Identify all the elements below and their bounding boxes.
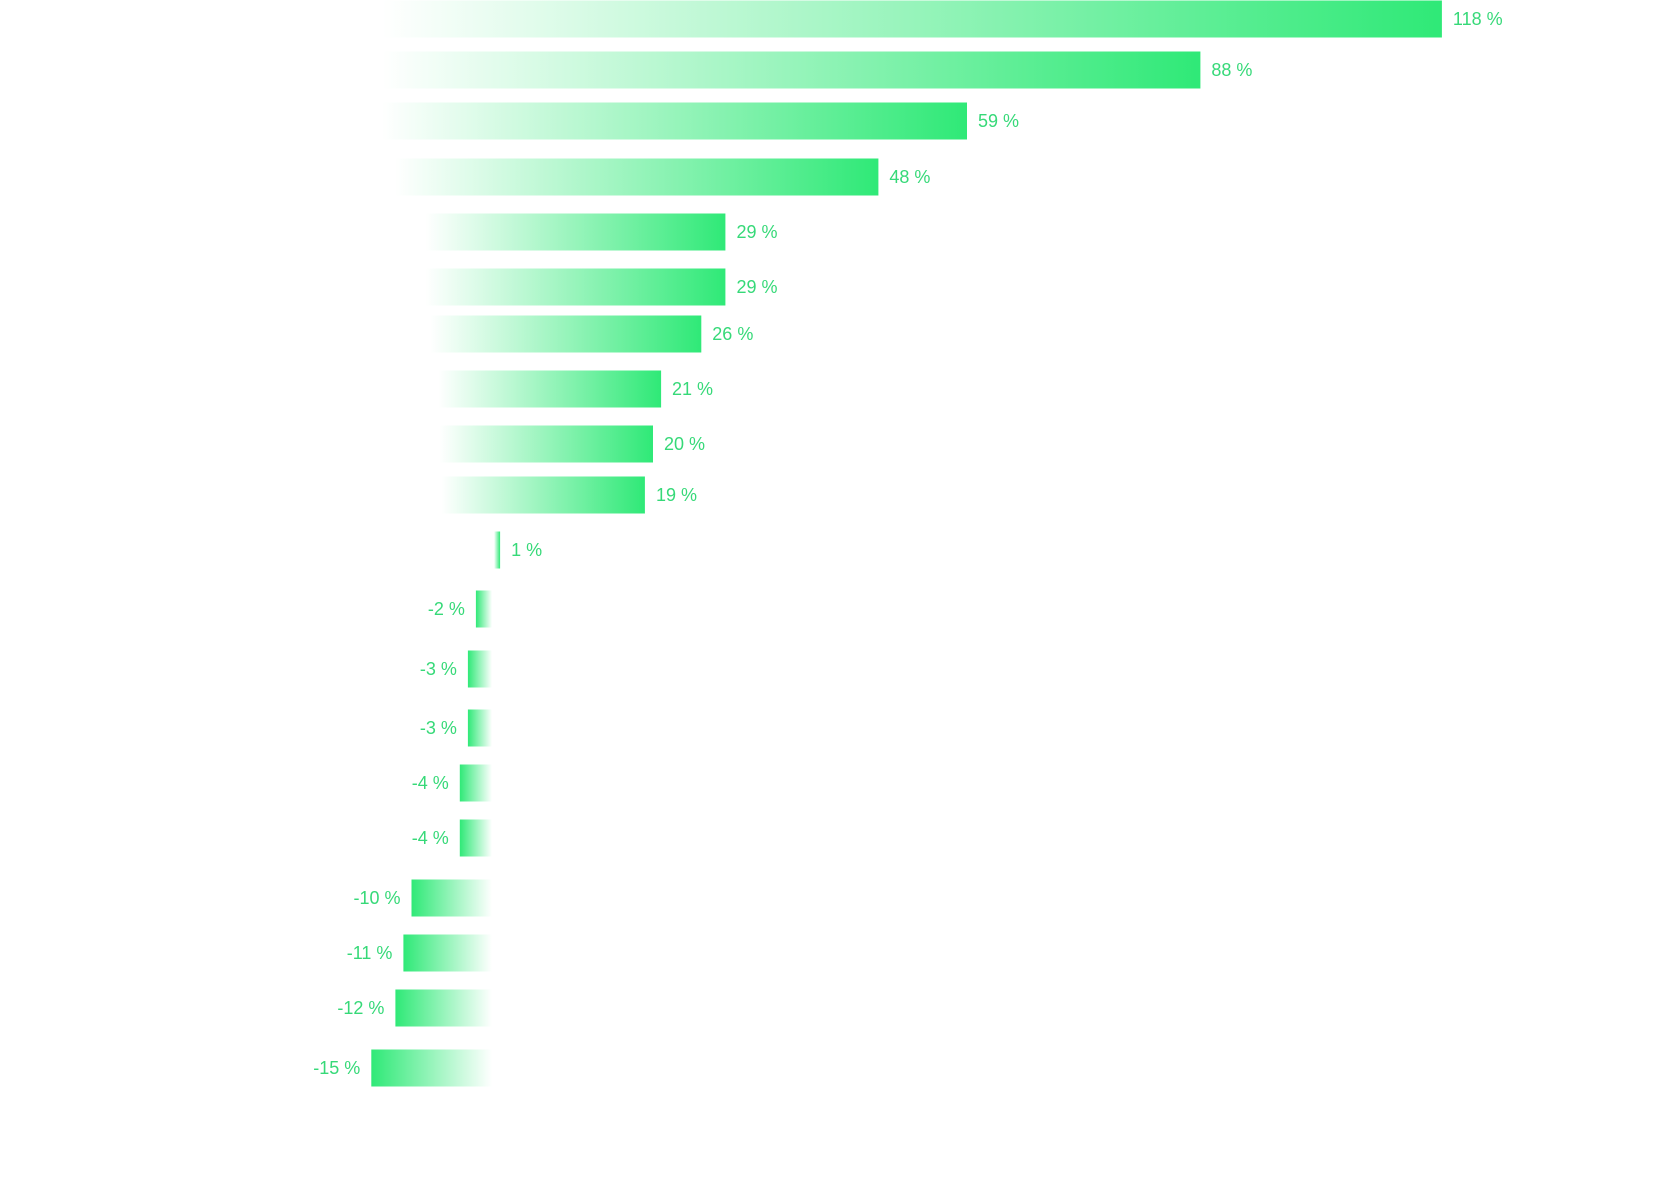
- bar-5: [425, 268, 726, 306]
- data-label-17: -11 %: [347, 943, 393, 963]
- data-label-18: -12 %: [337, 998, 384, 1018]
- data-label-9: 19 %: [656, 485, 697, 505]
- data-labels-layer: 118 % 88 % 59 % 48 % 29 % 29 % 26 % 21 % 20 % 19 …: [313, 9, 1502, 1078]
- data-label-3: 48 %: [889, 167, 930, 187]
- data-label-10: 1 %: [511, 540, 542, 560]
- data-label-12: -3 %: [420, 659, 457, 679]
- bar-3: [394, 158, 879, 196]
- bar-15: [459, 819, 492, 857]
- bars-layer: [371, 0, 1442, 1087]
- data-label-7: 21 %: [672, 379, 713, 399]
- data-label-0: 118 %: [1453, 9, 1503, 29]
- bar-11: [475, 590, 492, 628]
- bar-7: [438, 370, 662, 408]
- bar-17: [403, 934, 492, 972]
- bar-12: [467, 650, 492, 688]
- bar-4: [425, 213, 726, 251]
- data-label-15: -4 %: [412, 828, 449, 848]
- bar-10: [494, 531, 501, 569]
- bar-13: [467, 709, 492, 747]
- bar-18: [395, 989, 492, 1027]
- bar-14: [459, 764, 492, 802]
- bar-1: [382, 51, 1201, 89]
- data-label-2: 59 %: [978, 111, 1019, 131]
- data-label-6: 26 %: [712, 324, 753, 344]
- data-label-4: 29 %: [737, 222, 778, 242]
- data-label-13: -3 %: [420, 718, 457, 738]
- data-label-8: 20 %: [664, 434, 705, 454]
- bar-16: [411, 879, 492, 917]
- bar-0: [382, 0, 1442, 38]
- data-label-5: 29 %: [737, 277, 778, 297]
- bar-2: [382, 102, 967, 140]
- data-label-11: -2 %: [428, 599, 465, 619]
- data-label-1: 88 %: [1211, 60, 1252, 80]
- data-label-16: -10 %: [353, 888, 400, 908]
- bar-6: [430, 315, 702, 353]
- data-label-14: -4 %: [412, 773, 449, 793]
- bar-8: [439, 425, 653, 463]
- bar-9: [441, 476, 645, 514]
- data-label-19: -15 %: [313, 1058, 360, 1078]
- bar-19: [371, 1049, 493, 1087]
